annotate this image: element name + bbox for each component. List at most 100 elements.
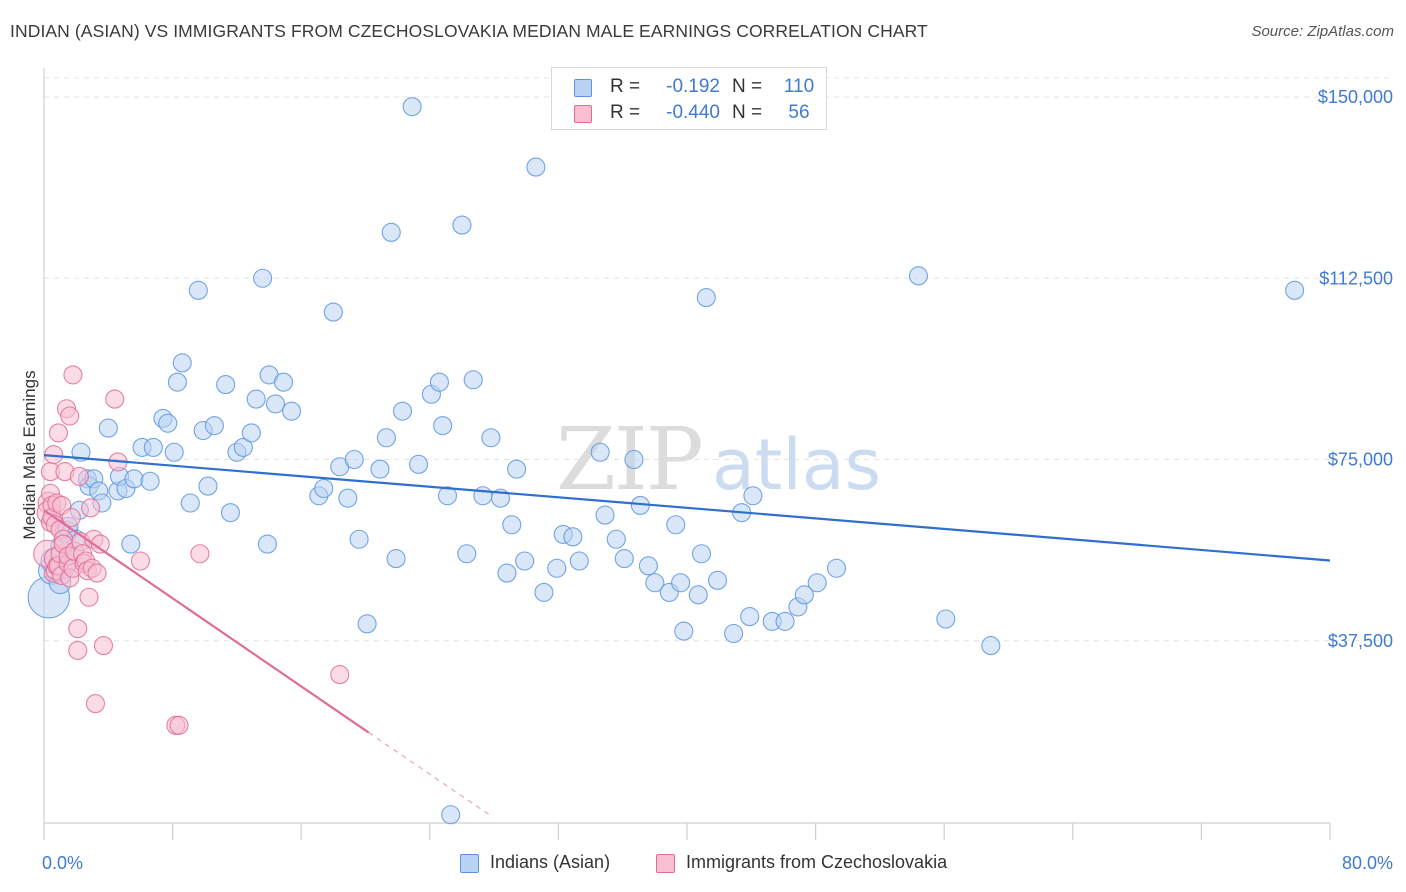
legend-swatch-pink bbox=[574, 105, 592, 123]
legend-n-label: N = bbox=[732, 102, 763, 123]
point-indians-asian bbox=[167, 372, 187, 392]
point-indians-asian bbox=[241, 423, 261, 443]
point-indians-asian bbox=[473, 486, 493, 506]
point-indians-asian bbox=[515, 551, 535, 571]
point-immigrants-czechoslovakia bbox=[90, 534, 110, 554]
y-axis-label: Median Male Earnings bbox=[20, 370, 39, 539]
point-immigrants-czechoslovakia bbox=[130, 551, 150, 571]
point-indians-asian bbox=[590, 442, 610, 462]
point-indians-asian bbox=[691, 544, 712, 564]
point-indians-asian bbox=[688, 585, 708, 605]
point-indians-asian bbox=[124, 469, 144, 489]
point-immigrants-czechoslovakia bbox=[105, 389, 125, 409]
point-indians-asian bbox=[164, 442, 184, 462]
point-indians-asian bbox=[534, 582, 554, 602]
legend-r-value: -0.192 bbox=[666, 76, 720, 97]
point-immigrants-czechoslovakia bbox=[87, 563, 107, 583]
legend-r-label: R = bbox=[610, 102, 641, 123]
legend-swatch-blue bbox=[574, 79, 592, 97]
point-immigrants-czechoslovakia bbox=[48, 423, 69, 443]
point-indians-asian bbox=[707, 570, 728, 590]
legend-n-value: 56 bbox=[788, 102, 810, 123]
point-indians-asian bbox=[381, 222, 401, 242]
point-indians-asian bbox=[253, 268, 273, 288]
point-indians-asian bbox=[724, 623, 744, 644]
point-indians-asian bbox=[257, 534, 277, 554]
bottom-legend-swatch-blue bbox=[460, 854, 479, 873]
source-label: Source: ZipAtlas.com bbox=[1251, 23, 1394, 40]
watermark: ZIP atlas bbox=[556, 410, 881, 510]
point-indians-asian bbox=[981, 636, 1001, 656]
point-indians-asian bbox=[452, 215, 472, 235]
point-indians-asian bbox=[674, 621, 694, 641]
point-indians-asian bbox=[323, 302, 343, 322]
point-indians-asian bbox=[481, 428, 501, 448]
point-indians-asian bbox=[624, 449, 644, 470]
x-tick-label-min: 0.0% bbox=[42, 853, 83, 873]
chart-title: INDIAN (ASIAN) VS IMMIGRANTS FROM CZECHO… bbox=[10, 21, 928, 41]
point-indians-asian bbox=[638, 556, 658, 576]
point-indians-asian bbox=[740, 607, 760, 627]
point-indians-asian bbox=[569, 551, 589, 571]
point-indians-asian bbox=[370, 459, 390, 479]
point-indians-asian bbox=[645, 573, 665, 593]
point-indians-asian bbox=[563, 527, 583, 547]
point-indians-asian bbox=[392, 401, 413, 421]
point-indians-asian bbox=[666, 515, 686, 535]
watermark-atlas: atlas bbox=[712, 424, 881, 506]
point-indians-asian bbox=[547, 558, 567, 578]
trend-lines bbox=[43, 454, 1331, 816]
trend-line-indians-asian bbox=[43, 454, 1331, 562]
point-indians-asian bbox=[198, 476, 218, 496]
point-indians-asian bbox=[121, 534, 141, 554]
point-indians-asian bbox=[98, 418, 118, 438]
point-indians-asian bbox=[188, 280, 208, 300]
point-indians-asian bbox=[671, 573, 691, 593]
point-indians-asian bbox=[273, 372, 294, 392]
point-indians-asian bbox=[908, 266, 929, 286]
point-immigrants-czechoslovakia bbox=[63, 365, 83, 385]
point-indians-asian bbox=[386, 549, 406, 569]
point-immigrants-czechoslovakia bbox=[169, 715, 189, 735]
legend-r-value: -0.440 bbox=[666, 102, 720, 123]
point-indians-asian bbox=[807, 573, 827, 593]
point-indians-asian bbox=[433, 416, 453, 436]
y-tick-label: $75,000 bbox=[1328, 450, 1393, 470]
trend-line-extension bbox=[368, 732, 490, 816]
point-indians-asian bbox=[497, 563, 517, 583]
legend-n-label: N = bbox=[732, 76, 763, 97]
point-indians-asian bbox=[775, 611, 795, 631]
point-indians-asian bbox=[143, 437, 163, 457]
legend-box: R = -0.192 N = 110 R = -0.440 N = 56 bbox=[551, 67, 827, 130]
point-indians-asian bbox=[349, 529, 369, 549]
y-tick-labels: $37,500 $75,000 $112,500 $150,000 bbox=[1318, 87, 1393, 651]
point-immigrants-czechoslovakia bbox=[69, 466, 89, 486]
point-indians-asian bbox=[158, 413, 178, 433]
point-indians-asian bbox=[220, 503, 241, 523]
point-indians-asian bbox=[526, 157, 546, 177]
point-immigrants-czechoslovakia bbox=[79, 587, 99, 607]
point-indians-asian bbox=[402, 97, 422, 117]
trend-line-immigrants-czechoslovakia bbox=[43, 509, 370, 734]
point-indians-asian bbox=[463, 370, 483, 390]
point-immigrants-czechoslovakia bbox=[93, 636, 114, 656]
point-indians-asian bbox=[282, 401, 302, 421]
point-indians-asian bbox=[441, 805, 461, 825]
y-tick-label: $112,500 bbox=[1319, 268, 1393, 288]
point-indians-asian bbox=[429, 372, 449, 392]
point-immigrants-czechoslovakia bbox=[85, 694, 105, 714]
point-indians-asian bbox=[357, 614, 377, 634]
point-indians-asian bbox=[408, 454, 429, 474]
point-indians-asian bbox=[936, 609, 956, 629]
point-indians-asian bbox=[614, 549, 634, 569]
point-indians-asian bbox=[437, 486, 458, 506]
point-immigrants-czechoslovakia bbox=[60, 406, 80, 426]
point-indians-asian bbox=[502, 515, 522, 535]
point-indians-asian bbox=[233, 437, 253, 457]
point-immigrants-czechoslovakia bbox=[190, 544, 210, 564]
legend-n-value: 110 bbox=[783, 76, 815, 97]
point-indians-asian bbox=[172, 353, 192, 373]
point-indians-asian bbox=[338, 488, 358, 508]
point-indians-asian bbox=[606, 529, 626, 549]
